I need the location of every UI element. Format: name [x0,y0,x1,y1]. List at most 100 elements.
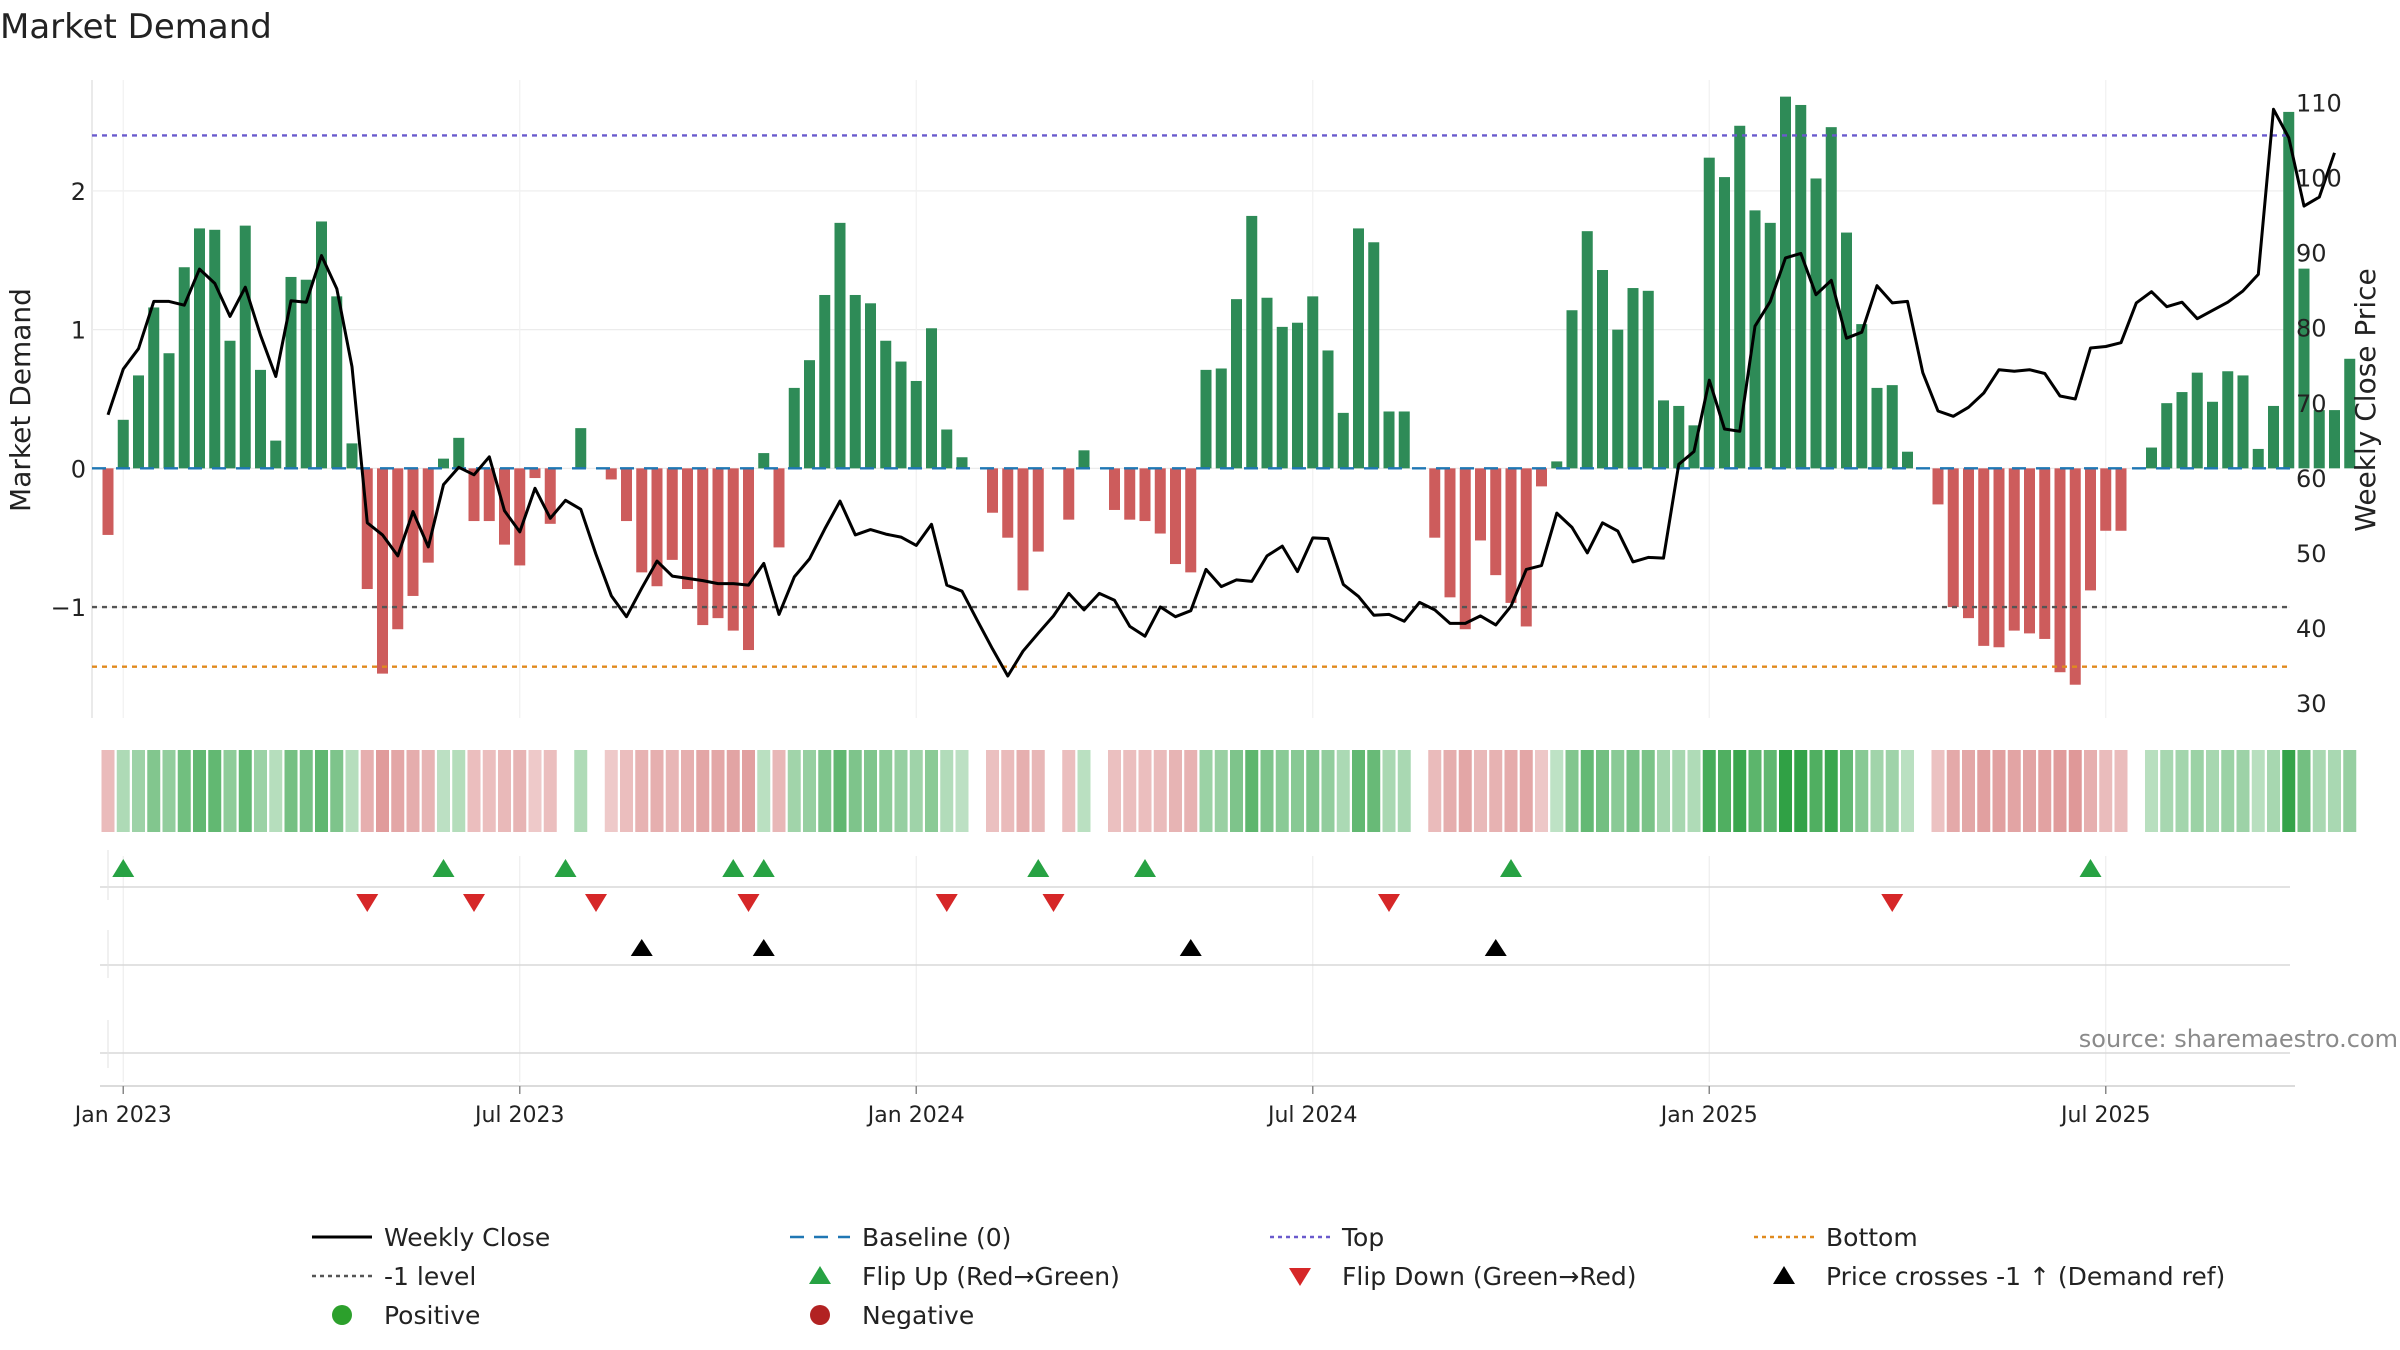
demand-bar [392,468,404,630]
right-y-tick-label: 50 [2296,540,2327,568]
strip-cell [269,750,283,832]
demand-bar [453,437,465,469]
demand-bar [1139,468,1151,522]
demand-bar [636,468,648,573]
strip-cell [1458,750,1472,832]
x-tick-label: Jan 2025 [1659,1103,1758,1128]
demand-bar [331,296,343,469]
demand-bar [1795,104,1807,469]
strip-cell [833,750,847,832]
flip-up-marker [432,859,455,877]
strip-cell [193,750,206,832]
strip-cell [711,750,725,832]
demand-bar [1017,468,1029,591]
strip-cell [2267,750,2280,832]
demand-bar [743,468,754,651]
right-y-axis: 110 100 90 80 70 60 50 40 30 [2296,90,2342,718]
demand-bar [605,468,617,480]
demand-bar [1170,468,1181,565]
demand-bar [651,468,663,587]
legend-swatch-circle [332,1305,352,1325]
price-cross-markers-panel [100,930,2290,978]
strip-cell [162,750,176,832]
strip-cell [1809,750,1823,832]
strip-cell [315,750,328,832]
demand-bar [1856,324,1868,469]
demand-bar [2085,468,2096,591]
weekly-close-series [106,107,2336,678]
demand-bar [239,225,251,469]
demand-bar [2207,401,2218,469]
strip-cell [1123,750,1137,832]
strip-cell [2236,750,2250,832]
demand-bar [544,468,556,524]
demand-bar [529,468,541,479]
strip-cell [696,750,710,832]
demand-bar [1642,290,1654,469]
demand-bar [849,294,861,469]
flip-down-marker [737,894,760,912]
empty-bottom-panel [100,1020,2290,1068]
flip-markers-panel [100,850,2290,912]
demand-bar [316,221,327,469]
strip-cell [1946,750,1960,832]
demand-bar [483,468,495,522]
strip-cell [574,750,588,832]
strip-cell [787,750,801,832]
strip-cell [2084,750,2097,832]
strip-cell [360,750,374,832]
demand-bar [1536,468,1547,487]
strip-cell [437,750,450,832]
strip-cell [1001,750,1015,832]
strip-cell [1352,750,1365,832]
strip-cell [1321,750,1335,832]
strip-cell [254,750,267,832]
left-y-tick-label: 0 [71,455,86,483]
strip-cell [467,750,481,832]
demand-bars [102,96,2356,685]
strip-cell [223,750,237,832]
strip-cell [101,750,115,832]
right-y-axis-label: Weekly Close Price [2349,268,2382,531]
strip-cell [330,750,344,832]
flip-up-marker [1134,859,1156,877]
flip-down-marker [463,894,485,912]
demand-bar [1825,127,1837,469]
x-tick-label: Jan 2023 [73,1103,172,1128]
demand-bar [1261,297,1273,469]
demand-bar [1703,157,1715,469]
demand-bar [2237,375,2249,469]
legend-item: -1 level [312,1262,476,1291]
demand-bar [666,468,678,560]
strip-cell [132,750,145,832]
left-y-axis: 2 1 0 −1 [51,178,86,622]
flip-down-marker [1378,894,1400,912]
demand-bar [163,353,175,469]
weekly-close-line [106,107,2336,678]
strip-cell [1580,750,1594,832]
demand-bar [1429,468,1441,538]
demand-bar [2069,468,2081,685]
strip-cell [406,750,420,832]
strip-cell [986,750,999,832]
price-cross-marker [752,939,775,956]
strip-cell [742,750,755,832]
strip-cell [284,750,298,832]
legend-swatch-circle [810,1305,830,1325]
strip-cell [1474,750,1487,832]
demand-bar [697,468,709,626]
strip-cell [2206,750,2219,832]
strip-cell [1214,750,1228,832]
demand-bar [1185,468,1197,573]
demand-bar [1780,96,1791,469]
strip-cell [1550,750,1564,832]
strip-cell [650,750,664,832]
demand-bar [773,468,785,548]
demand-bar [758,453,770,469]
demand-bar [1658,400,1669,469]
legend-label: Top [1341,1223,1384,1252]
demand-bar [788,387,800,469]
strip-cell [1794,750,1808,832]
legend-item: Flip Up (Red→Green) [809,1262,1120,1291]
strip-cell [2282,750,2296,832]
